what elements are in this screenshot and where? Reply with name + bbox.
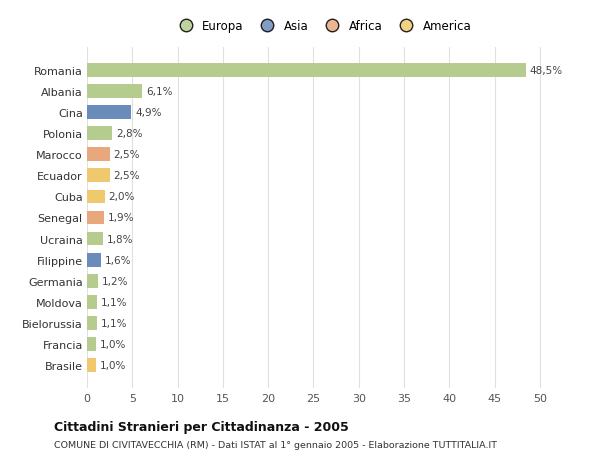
Text: 2,5%: 2,5% <box>113 171 140 181</box>
Bar <box>87 338 96 351</box>
Bar <box>87 190 105 204</box>
Text: 6,1%: 6,1% <box>146 87 172 96</box>
Text: 1,1%: 1,1% <box>101 297 127 308</box>
Text: 1,1%: 1,1% <box>101 319 127 328</box>
Bar <box>87 127 112 140</box>
Text: COMUNE DI CIVITAVECCHIA (RM) - Dati ISTAT al 1° gennaio 2005 - Elaborazione TUTT: COMUNE DI CIVITAVECCHIA (RM) - Dati ISTA… <box>54 440 497 449</box>
Bar <box>87 317 97 330</box>
Bar <box>87 85 142 98</box>
Text: Cittadini Stranieri per Cittadinanza - 2005: Cittadini Stranieri per Cittadinanza - 2… <box>54 420 349 433</box>
Bar <box>87 106 131 119</box>
Text: 2,0%: 2,0% <box>109 192 135 202</box>
Bar <box>87 274 98 288</box>
Bar <box>87 232 103 246</box>
Text: 1,2%: 1,2% <box>101 276 128 286</box>
Text: 1,0%: 1,0% <box>100 361 126 370</box>
Text: 1,8%: 1,8% <box>107 234 133 244</box>
Bar <box>87 64 526 77</box>
Legend: Europa, Asia, Africa, America: Europa, Asia, Africa, America <box>174 20 471 33</box>
Bar <box>87 211 104 225</box>
Bar <box>87 148 110 162</box>
Text: 2,8%: 2,8% <box>116 129 142 139</box>
Text: 48,5%: 48,5% <box>530 66 563 75</box>
Text: 1,6%: 1,6% <box>105 255 131 265</box>
Text: 1,0%: 1,0% <box>100 340 126 349</box>
Text: 4,9%: 4,9% <box>135 108 161 118</box>
Bar <box>87 169 110 183</box>
Bar <box>87 359 96 372</box>
Bar <box>87 296 97 309</box>
Text: 2,5%: 2,5% <box>113 150 140 160</box>
Text: 1,9%: 1,9% <box>108 213 134 223</box>
Bar <box>87 253 101 267</box>
